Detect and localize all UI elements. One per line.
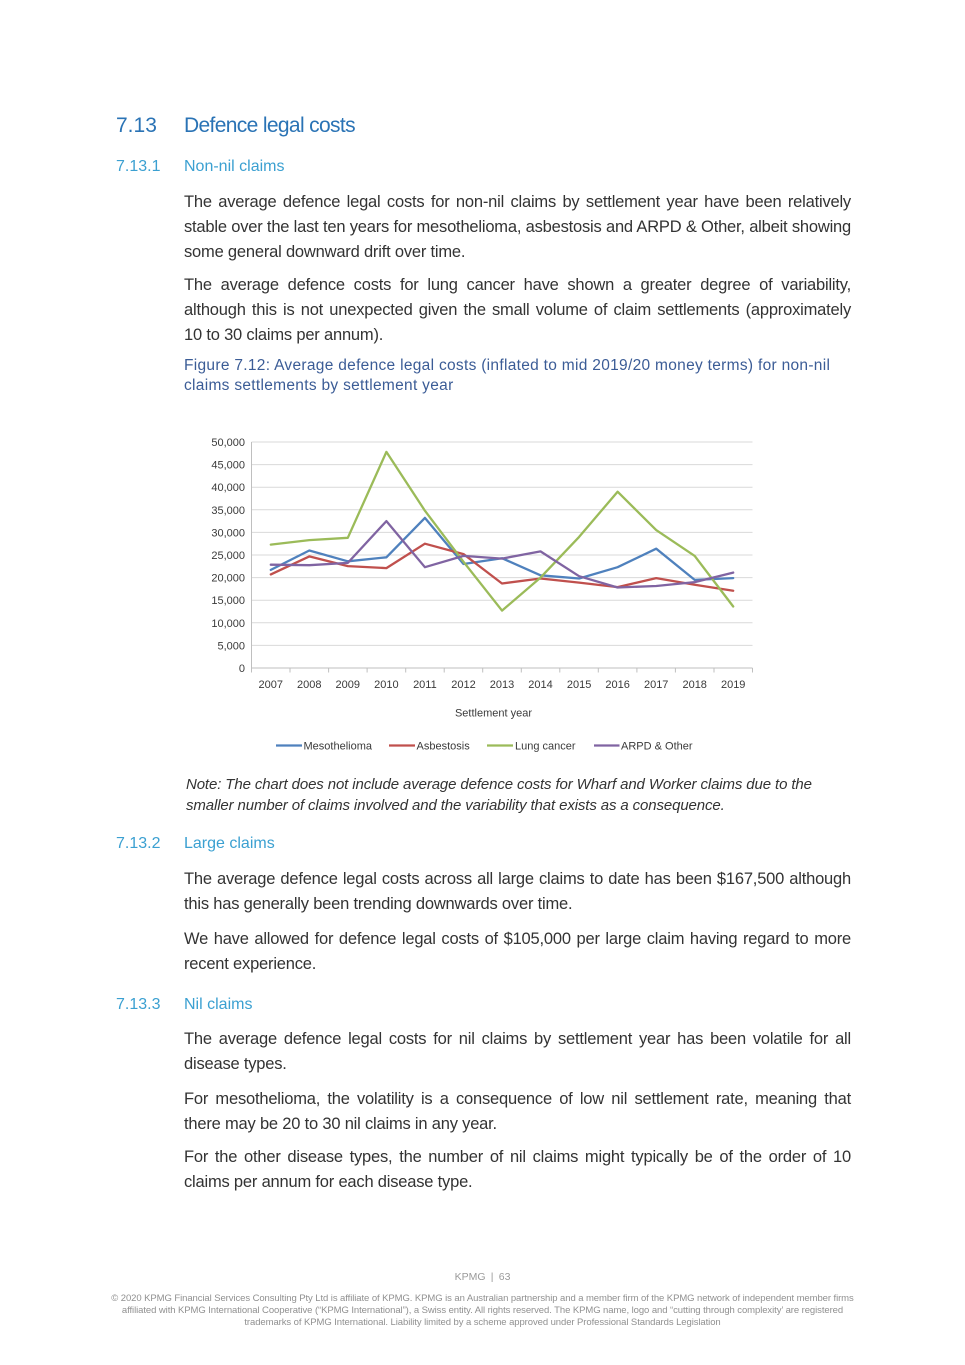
svg-text:2008: 2008 — [297, 679, 321, 691]
svg-text:2015: 2015 — [567, 679, 591, 691]
svg-text:15,000: 15,000 — [211, 595, 245, 607]
svg-text:2013: 2013 — [490, 679, 514, 691]
svg-text:5,000: 5,000 — [217, 640, 245, 652]
svg-text:2017: 2017 — [644, 679, 668, 691]
svg-text:2009: 2009 — [336, 679, 360, 691]
svg-text:35,000: 35,000 — [211, 505, 245, 517]
svg-text:0: 0 — [239, 663, 245, 675]
svg-text:2018: 2018 — [682, 679, 706, 691]
svg-text:Lung cancer: Lung cancer — [515, 741, 576, 753]
svg-text:ARPD & Other: ARPD & Other — [621, 741, 693, 753]
svg-text:50,000: 50,000 — [211, 437, 245, 449]
svg-text:2012: 2012 — [451, 679, 475, 691]
svg-text:2014: 2014 — [528, 679, 552, 691]
svg-text:25,000: 25,000 — [211, 550, 245, 562]
svg-text:2019: 2019 — [721, 679, 745, 691]
svg-text:2011: 2011 — [413, 679, 437, 691]
svg-text:2016: 2016 — [605, 679, 629, 691]
svg-text:30,000: 30,000 — [211, 527, 245, 539]
svg-text:20,000: 20,000 — [211, 573, 245, 585]
svg-text:45,000: 45,000 — [211, 460, 245, 472]
svg-text:40,000: 40,000 — [211, 482, 245, 494]
svg-text:2007: 2007 — [259, 679, 283, 691]
svg-text:10,000: 10,000 — [211, 618, 245, 630]
svg-text:2010: 2010 — [374, 679, 398, 691]
svg-text:Settlement year: Settlement year — [455, 708, 532, 720]
svg-text:Asbestosis: Asbestosis — [417, 741, 471, 753]
svg-text:Mesothelioma: Mesothelioma — [304, 741, 373, 753]
